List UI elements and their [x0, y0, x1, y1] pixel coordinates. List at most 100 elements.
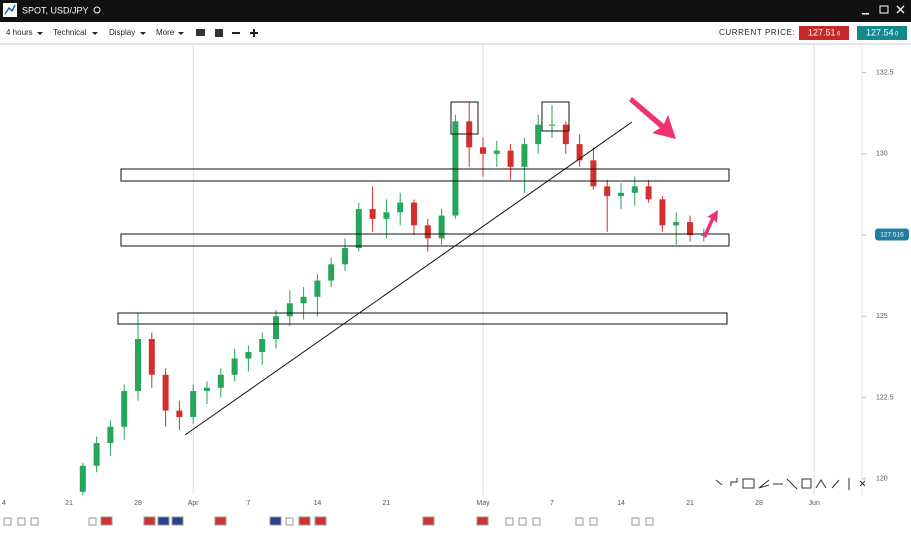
caret [178, 32, 184, 35]
candle-body [314, 280, 321, 297]
tool-line[interactable] [786, 478, 798, 490]
candle-body [535, 124, 542, 145]
tool-grid[interactable] [742, 478, 755, 489]
x-tick-label: Apr [188, 500, 200, 507]
x-tick-label: Jun [809, 500, 820, 507]
bid-button[interactable] [799, 26, 849, 40]
candle-body [121, 391, 128, 427]
open-icon[interactable] [196, 29, 205, 36]
popout-button[interactable] [879, 5, 889, 14]
candle-body [369, 209, 376, 219]
drawing-tools [715, 478, 866, 490]
timeframe-menu[interactable]: 4 hours [6, 28, 33, 37]
y-tick-label: 132.5 [876, 69, 894, 76]
tool-pointer[interactable] [715, 479, 723, 486]
close-button[interactable] [896, 5, 905, 14]
price-chart: 4 21 28 Apr 7 14 21 May 7 14 21 28 Jun 120 122.5 125 127… [2, 45, 909, 507]
support-zone [120, 233, 730, 247]
y-tick-label: 125 [876, 313, 888, 320]
candle-body [204, 387, 210, 392]
display-menu[interactable]: Display [109, 28, 135, 37]
event-row [3, 516, 654, 526]
tool-rect[interactable] [801, 478, 812, 489]
logo-mark [4, 4, 16, 15]
candle-body [300, 296, 307, 304]
event-icon [88, 517, 97, 526]
candle-body [355, 209, 362, 249]
flag-icon [143, 516, 156, 526]
candle-body [342, 248, 348, 265]
flag-icon [171, 516, 184, 526]
event-icon [505, 517, 514, 526]
up-arrow [703, 210, 718, 238]
zoom-in[interactable] [250, 29, 258, 37]
y-tick-label: 120 [876, 476, 888, 483]
x-tick-label: 14 [314, 500, 322, 507]
candle-body [190, 391, 197, 418]
candle-body [286, 303, 293, 317]
tool-text[interactable] [815, 479, 827, 489]
instrument-title: SPOT, USD/JPY [22, 5, 89, 15]
x-tick-label: 28 [134, 500, 142, 507]
current-price-tag [875, 228, 909, 241]
minimize-button[interactable] [862, 13, 869, 15]
tool-pen[interactable] [831, 479, 840, 489]
event-icon [30, 517, 39, 526]
flag-icon [214, 516, 227, 526]
event-icon [532, 517, 541, 526]
event-icon [645, 517, 654, 526]
flag-icon [476, 516, 489, 526]
support-zone [117, 312, 728, 325]
current-price-label: CURRENT PRICE: [719, 28, 795, 37]
top-marker [541, 101, 570, 132]
y-tick-label: 130 [876, 151, 888, 158]
candle-body [493, 150, 500, 154]
flag-icon [269, 516, 282, 526]
candle-body [631, 186, 638, 193]
candle-body [231, 358, 238, 375]
candle-body [549, 124, 555, 126]
candle-body [259, 339, 266, 353]
title-bar [0, 0, 911, 22]
candle-body [135, 339, 141, 392]
tool-fan[interactable] [758, 479, 770, 489]
tool-clear[interactable] [859, 480, 866, 487]
caret [92, 32, 98, 35]
bid-pip: 6 [837, 32, 841, 38]
bid-price: 127.51 [808, 27, 836, 37]
candle-body [273, 316, 279, 340]
x-tick-label: 7 [550, 500, 554, 507]
save-icon[interactable] [215, 29, 223, 37]
event-icon [631, 517, 640, 526]
candle-body [245, 352, 252, 359]
candle-body [217, 374, 224, 388]
x-tick-label: 14 [617, 500, 625, 507]
ask-button[interactable] [857, 26, 907, 40]
resistance-zone [120, 168, 730, 182]
x-tick-label: 21 [383, 500, 391, 507]
x-tick-label: 4 [2, 500, 6, 507]
zoom-out[interactable] [232, 32, 240, 34]
candle-body [79, 465, 86, 492]
caret [140, 32, 146, 35]
technical-menu[interactable]: Technical [53, 28, 87, 37]
annotations [117, 97, 730, 436]
x-tick-label: 21 [65, 500, 73, 507]
candle-body [507, 150, 514, 167]
flag-icon [422, 516, 435, 526]
candle-body [383, 212, 390, 219]
x-tick-label: 7 [246, 500, 250, 507]
candle-body [521, 144, 528, 167]
trend-line [184, 121, 633, 436]
candle-body [162, 374, 169, 411]
ask-pip: 0 [895, 32, 899, 38]
more-menu[interactable]: More [156, 28, 175, 37]
flag-icon [100, 516, 113, 526]
candle-body [576, 144, 583, 161]
candle-body [328, 264, 335, 281]
search-icon[interactable] [93, 6, 101, 14]
flag-icon [157, 516, 170, 526]
candle-body [618, 192, 624, 197]
tool-step[interactable] [730, 478, 738, 486]
